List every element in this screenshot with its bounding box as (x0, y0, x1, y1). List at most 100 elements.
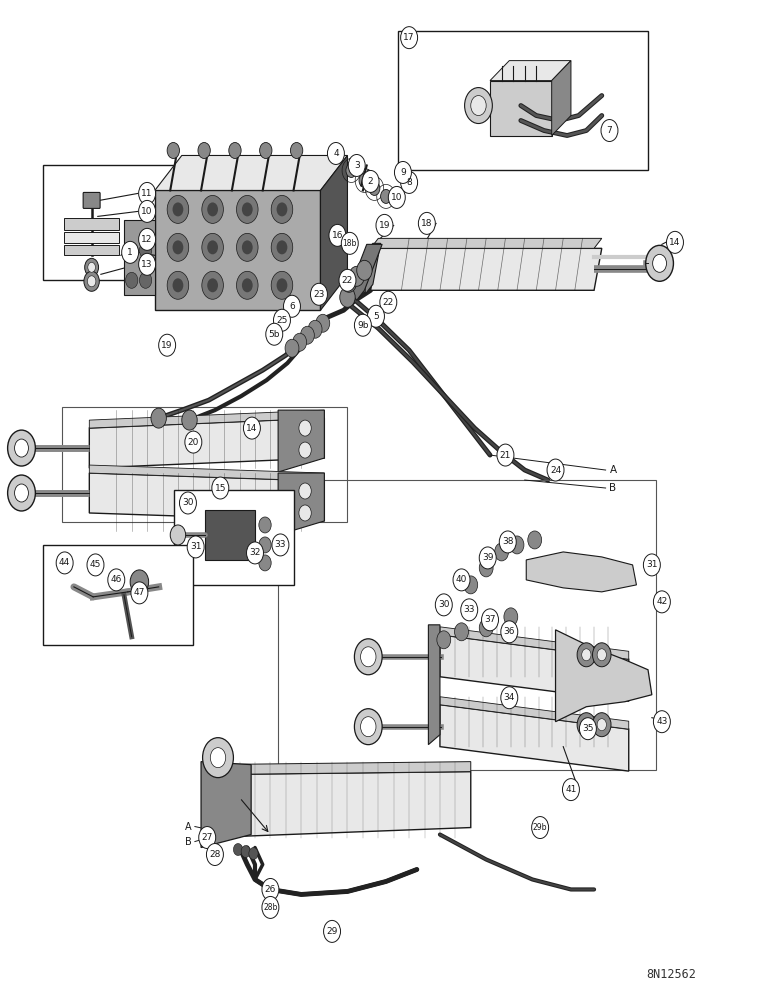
Text: 1: 1 (127, 248, 133, 257)
Circle shape (316, 314, 330, 332)
Circle shape (652, 254, 666, 272)
Circle shape (15, 484, 29, 502)
Circle shape (185, 431, 201, 453)
Circle shape (201, 271, 223, 299)
Text: 20: 20 (188, 438, 199, 447)
Circle shape (666, 231, 683, 253)
Polygon shape (527, 552, 636, 592)
Circle shape (593, 643, 611, 667)
Circle shape (580, 718, 597, 740)
Circle shape (290, 142, 303, 158)
Text: 32: 32 (249, 548, 261, 557)
Polygon shape (90, 418, 324, 468)
Circle shape (271, 233, 293, 261)
Circle shape (479, 619, 493, 637)
Text: 9b: 9b (357, 321, 369, 330)
Text: 33: 33 (463, 605, 475, 614)
Circle shape (339, 269, 356, 291)
Circle shape (376, 214, 393, 236)
Circle shape (236, 271, 258, 299)
Circle shape (108, 569, 125, 591)
Circle shape (479, 559, 493, 577)
Text: 43: 43 (656, 717, 668, 726)
Circle shape (482, 609, 499, 631)
Circle shape (168, 142, 179, 158)
Text: 2: 2 (367, 177, 374, 186)
Text: 35: 35 (582, 724, 594, 733)
Circle shape (126, 242, 138, 258)
Text: 31: 31 (646, 560, 658, 569)
Circle shape (453, 569, 470, 591)
Circle shape (359, 173, 370, 187)
Circle shape (354, 314, 371, 336)
Circle shape (139, 200, 156, 222)
Circle shape (367, 305, 384, 327)
Circle shape (504, 608, 518, 626)
Circle shape (394, 161, 411, 183)
Text: 9: 9 (400, 168, 406, 177)
Circle shape (299, 420, 311, 436)
Text: 40: 40 (455, 575, 467, 584)
Circle shape (56, 552, 73, 574)
Circle shape (271, 195, 293, 223)
Circle shape (15, 439, 29, 457)
Circle shape (464, 576, 478, 594)
Text: 39: 39 (482, 553, 493, 562)
FancyBboxPatch shape (64, 218, 120, 230)
Circle shape (299, 483, 311, 499)
Circle shape (207, 240, 218, 254)
Text: 13: 13 (141, 260, 153, 269)
Circle shape (418, 212, 435, 234)
Circle shape (181, 410, 197, 430)
Circle shape (369, 181, 380, 195)
Text: 5b: 5b (269, 330, 280, 339)
Bar (398, 31, 648, 170)
Text: 16: 16 (332, 231, 344, 240)
Polygon shape (349, 244, 382, 300)
Circle shape (283, 295, 300, 317)
Circle shape (168, 233, 188, 261)
Circle shape (168, 271, 188, 299)
Circle shape (299, 505, 311, 521)
Circle shape (206, 844, 223, 865)
Circle shape (582, 719, 591, 731)
Circle shape (259, 142, 272, 158)
Text: 44: 44 (59, 558, 70, 567)
Circle shape (271, 271, 293, 299)
Text: B: B (609, 483, 617, 493)
Circle shape (653, 591, 670, 613)
Text: 5: 5 (373, 312, 379, 321)
Text: 28: 28 (209, 850, 221, 859)
Circle shape (151, 408, 167, 428)
Circle shape (501, 621, 518, 643)
Circle shape (8, 430, 36, 466)
Text: 30: 30 (438, 600, 449, 609)
Polygon shape (278, 473, 324, 535)
FancyBboxPatch shape (83, 192, 100, 208)
Circle shape (122, 241, 139, 263)
FancyBboxPatch shape (64, 245, 120, 255)
Circle shape (201, 233, 223, 261)
Circle shape (499, 531, 516, 553)
Circle shape (168, 195, 188, 223)
Text: B: B (185, 837, 191, 847)
Circle shape (653, 711, 670, 733)
Circle shape (293, 333, 306, 351)
Circle shape (471, 96, 486, 116)
Polygon shape (428, 625, 440, 745)
Circle shape (340, 287, 355, 307)
Circle shape (187, 536, 204, 558)
Text: 42: 42 (656, 597, 668, 606)
Bar (63, 407, 347, 522)
Text: 47: 47 (134, 588, 145, 597)
Circle shape (323, 920, 340, 942)
Circle shape (276, 278, 287, 292)
Text: 14: 14 (246, 424, 258, 433)
Circle shape (461, 599, 478, 621)
Circle shape (139, 182, 156, 204)
Circle shape (349, 266, 364, 286)
Polygon shape (208, 772, 471, 838)
FancyBboxPatch shape (124, 220, 155, 295)
Circle shape (465, 88, 493, 124)
Circle shape (243, 417, 260, 439)
